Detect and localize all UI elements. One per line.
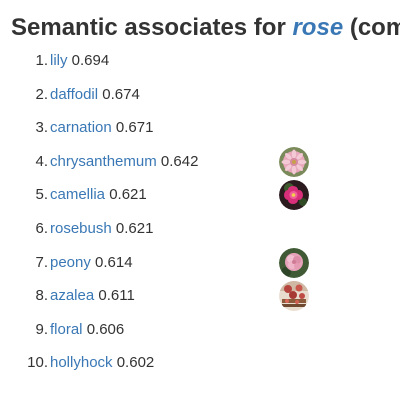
list-item: 8. azalea 0.611 (0, 279, 400, 313)
rank-number: 5. (35, 186, 48, 204)
pink-flower-photo-icon (279, 146, 309, 177)
associate-link[interactable]: floral (50, 320, 83, 338)
page-title: Semantic associates for rose (com (11, 13, 400, 43)
similarity-score: 0.611 (98, 287, 135, 305)
associate-link[interactable]: hollyhock (50, 354, 113, 372)
list-item: 6. rosebush 0.621 (0, 212, 400, 246)
rank-number: 3. (35, 119, 48, 137)
similarity-score: 0.671 (115, 119, 154, 137)
list-item: 10. hollyhock 0.602 (0, 346, 400, 380)
entry: peony 0.614 (50, 246, 133, 280)
rank-number: 4. (35, 152, 48, 170)
similarity-score: 0.614 (95, 253, 133, 271)
title-suffix: (com (349, 14, 400, 41)
similarity-score: 0.602 (116, 354, 155, 372)
list-item: 4. chrysanthemum 0.642 (0, 145, 400, 179)
associate-link[interactable]: chrysanthemum (50, 152, 157, 170)
similarity-score: 0.694 (71, 52, 110, 69)
entry: camellia 0.621 (50, 178, 147, 212)
entry: rosebush 0.621 (50, 212, 153, 246)
magenta-flower-thumbnail[interactable] (279, 180, 309, 211)
similarity-score: 0.642 (160, 152, 199, 170)
entry: carnation 0.671 (50, 111, 153, 145)
azalea-thumbnail[interactable] (279, 281, 309, 312)
list-item: 5. camellia 0.621 (0, 178, 400, 212)
pink-peony-thumbnail[interactable] (279, 247, 309, 278)
magenta-flower-photo-icon (279, 180, 309, 211)
rank-number: 9. (35, 320, 48, 338)
rank-number: 8. (35, 287, 48, 305)
list-item: 7. peony 0.614 (0, 246, 400, 280)
associate-link[interactable]: lily (50, 52, 68, 69)
azalea-photo-icon (279, 281, 309, 312)
rank-number: 7. (35, 253, 48, 271)
entry: daffodil 0.674 (50, 78, 140, 112)
list-item: 2. daffodil 0.674 (0, 78, 400, 112)
associate-link[interactable]: daffodil (50, 85, 99, 103)
rank-number: 1. (35, 52, 48, 69)
entry: floral 0.606 (50, 313, 124, 347)
similarity-score: 0.606 (86, 320, 125, 338)
similarity-score: 0.621 (109, 186, 147, 204)
entry: azalea 0.611 (50, 279, 135, 313)
entry: hollyhock 0.602 (50, 346, 154, 380)
entry: chrysanthemum 0.642 (50, 145, 198, 179)
pink-flower-thumbnail[interactable] (279, 146, 309, 177)
pink-peony-photo-icon (279, 247, 309, 278)
list-item: 1. lily 0.694 (0, 44, 400, 78)
title-prefix: Semantic associates for (11, 14, 293, 41)
associates-list: 1. lily 0.694 2. daffodil 0.674 3. carna… (0, 44, 400, 380)
similarity-score: 0.674 (102, 85, 140, 103)
associate-link[interactable]: camellia (50, 186, 106, 204)
rank-number: 10. (27, 354, 48, 372)
list-item: 3. carnation 0.671 (0, 111, 400, 145)
associate-link[interactable]: carnation (50, 119, 112, 137)
associate-link[interactable]: azalea (50, 287, 95, 305)
rank-number: 2. (35, 85, 48, 103)
query-word: rose (292, 14, 344, 41)
associate-link[interactable]: rosebush (50, 219, 112, 237)
similarity-score: 0.621 (115, 219, 154, 237)
list-item: 9. floral 0.606 (0, 313, 400, 347)
associate-link[interactable]: peony (50, 253, 91, 271)
entry: lily 0.694 (50, 44, 109, 78)
rank-number: 6. (35, 219, 48, 237)
